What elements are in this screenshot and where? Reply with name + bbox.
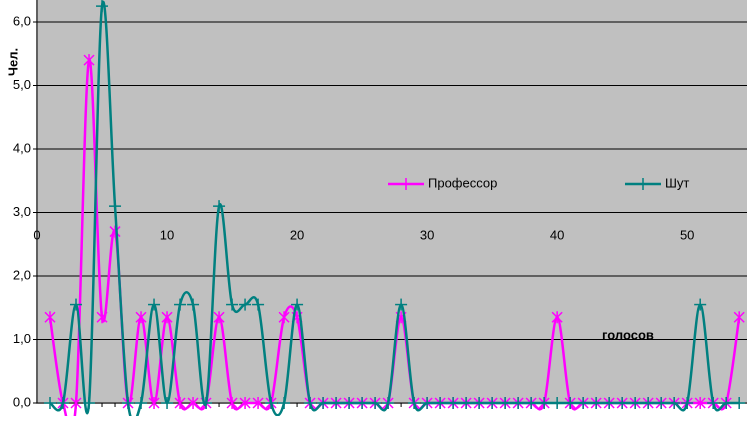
marker (122, 397, 135, 409)
marker (681, 397, 694, 409)
marker (278, 397, 291, 409)
marker (278, 311, 290, 324)
plot-area (36, 0, 747, 404)
marker (382, 397, 395, 409)
marker (733, 397, 746, 409)
marker (408, 397, 421, 409)
marker (265, 397, 278, 409)
marker (109, 225, 121, 238)
y-tick-label: 2,0 (13, 267, 31, 282)
marker (70, 397, 82, 409)
marker (174, 298, 187, 311)
marker (213, 311, 225, 324)
y-tick-label: 3,0 (13, 204, 31, 219)
y-tick-label: 6,0 (13, 13, 31, 28)
marker (707, 397, 720, 409)
marker (44, 311, 56, 324)
y-tick-label: 5,0 (13, 77, 31, 92)
marker (395, 298, 408, 311)
marker (330, 397, 343, 409)
marker (148, 298, 161, 311)
marker (174, 397, 186, 409)
marker (356, 397, 369, 409)
marker (733, 311, 745, 324)
marker (512, 397, 525, 409)
marker (213, 200, 226, 213)
marker (135, 311, 147, 324)
marker (291, 298, 304, 311)
marker (434, 397, 447, 409)
marker (109, 200, 122, 213)
marker (590, 397, 603, 409)
marker (252, 298, 265, 311)
marker (187, 298, 200, 311)
marker (317, 397, 330, 409)
marker (525, 397, 538, 409)
marker (96, 311, 108, 324)
marker (83, 397, 96, 409)
marker (187, 397, 199, 409)
marker (252, 397, 264, 409)
marker (304, 397, 317, 409)
x-tick-label: 40 (550, 227, 564, 242)
marker (83, 54, 95, 67)
marker (538, 397, 551, 409)
marker (369, 397, 382, 409)
marker (629, 397, 642, 409)
marker (421, 397, 434, 409)
marker (70, 298, 83, 311)
marker (161, 311, 173, 324)
annotation: голосов (602, 327, 654, 342)
marker (135, 397, 148, 409)
marker (694, 298, 707, 311)
marker (57, 397, 70, 409)
marker (473, 397, 486, 409)
marker (720, 397, 733, 409)
x-tick-label: 30 (420, 227, 434, 242)
marker (226, 298, 239, 311)
marker (655, 397, 668, 409)
marker (551, 397, 564, 409)
marker (239, 397, 251, 409)
marker (694, 397, 706, 409)
legend-label: Профессор (428, 175, 497, 190)
x-tick-label: 10 (160, 227, 174, 242)
marker (343, 397, 356, 409)
marker (161, 397, 174, 409)
marker (148, 397, 160, 409)
marker (200, 397, 213, 409)
marker (668, 397, 681, 409)
marker (499, 397, 512, 409)
marker (460, 397, 473, 409)
x-tick-label: 50 (680, 227, 694, 242)
x-tick-label: 0 (33, 227, 40, 242)
marker (551, 311, 563, 324)
marker (96, 0, 109, 13)
marker (577, 397, 590, 409)
marker (564, 397, 577, 409)
marker (226, 397, 238, 409)
legend-label: Шут (665, 175, 689, 190)
y-axis-title: Чел. (5, 48, 20, 76)
y-tick-label: 4,0 (13, 140, 31, 155)
x-tick-label: 20 (290, 227, 304, 242)
marker (486, 397, 499, 409)
marker (447, 397, 460, 409)
y-tick-label: 0,0 (13, 394, 31, 409)
marker (239, 298, 252, 311)
marker (616, 397, 629, 409)
marker (44, 397, 57, 409)
y-tick-label: 1,0 (13, 331, 31, 346)
marker (603, 397, 616, 409)
marker (642, 397, 655, 409)
